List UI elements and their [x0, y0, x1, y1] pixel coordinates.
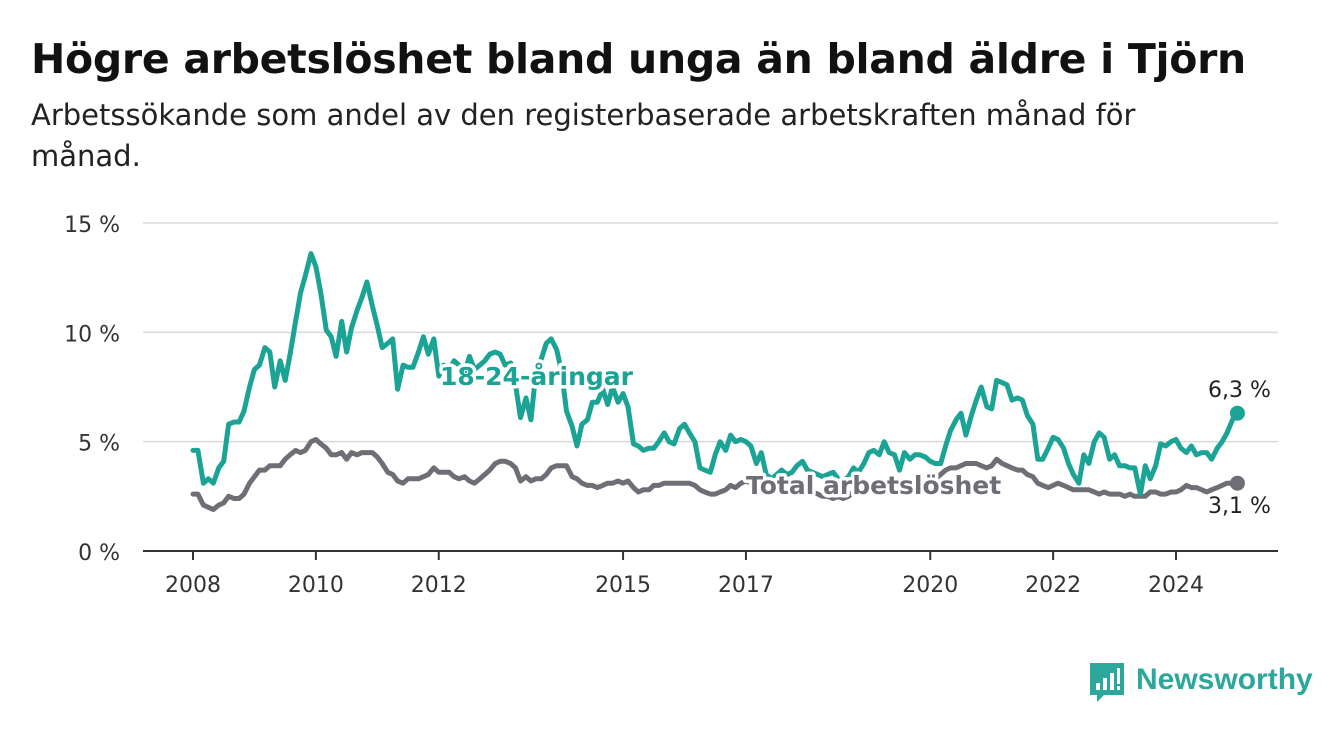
y-tick-label: 15 %	[64, 213, 120, 238]
chart-subtitle: Arbetssökande som andel av den registerb…	[31, 98, 1136, 173]
series-label-youth: 18-24-åringar	[440, 362, 634, 391]
x-tick-label: 2008	[165, 573, 221, 598]
x-tick-label: 2022	[1025, 573, 1081, 598]
series-line-total	[190, 437, 1240, 512]
x-tick-label: 2015	[595, 573, 651, 598]
end-value-total: 3,1 %	[1208, 494, 1271, 519]
y-tick-label: 5 %	[78, 432, 120, 457]
y-tick-label: 10 %	[64, 322, 120, 347]
end-point-youth	[1229, 405, 1245, 421]
chart-title: Högre arbetslöshet bland unga än bland ä…	[31, 35, 1246, 83]
brand-logo: Newsworthy	[1088, 658, 1318, 706]
brand-name: Newsworthy	[1136, 663, 1313, 696]
series-line-youth	[190, 251, 1240, 497]
x-tick-label: 2012	[411, 573, 467, 598]
end-value-youth: 6,3 %	[1208, 378, 1271, 403]
bar-chart-flag-icon	[1090, 663, 1124, 702]
x-tick-label: 2017	[718, 573, 774, 598]
end-point-total	[1229, 475, 1245, 491]
x-tick-label: 2020	[902, 573, 958, 598]
y-tick-label: 0 %	[78, 541, 120, 566]
x-tick-label: 2010	[288, 573, 344, 598]
series-label-total: Total arbetslöshet	[746, 471, 1001, 500]
x-tick-label: 2024	[1148, 573, 1204, 598]
